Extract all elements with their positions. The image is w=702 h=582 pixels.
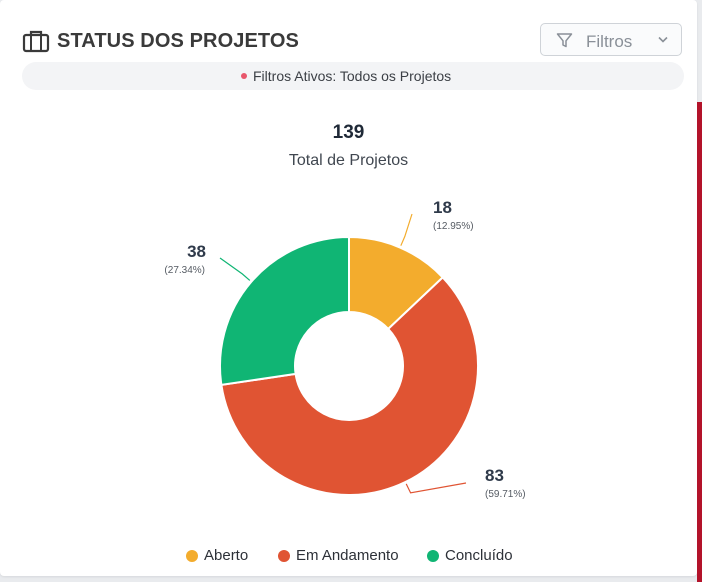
legend-label: Aberto bbox=[204, 547, 249, 564]
status-donut-chart: 18 (12.95%) 83 (59.71%) 38 (27.34%) bbox=[164, 198, 526, 500]
legend-swatch bbox=[186, 550, 198, 562]
donut-slice-concluido[interactable] bbox=[219, 235, 350, 387]
data-label-percent-aberto: (12.95%) bbox=[433, 221, 474, 232]
leader-line-aberto bbox=[400, 213, 413, 246]
leader-line-concluido bbox=[219, 257, 251, 281]
chevron-down-icon bbox=[658, 36, 668, 43]
filter-icon bbox=[556, 33, 573, 48]
data-label-value-em-andamento: 83 bbox=[485, 466, 504, 485]
legend-label: Concluído bbox=[445, 547, 513, 564]
filters-label: Filtros bbox=[586, 32, 633, 51]
legend-label: Em Andamento bbox=[296, 547, 399, 564]
briefcase-icon bbox=[22, 30, 50, 53]
active-filters-bar: Filtros Ativos: Todos os Projetos bbox=[22, 62, 684, 90]
total-projects-value: 139 bbox=[332, 122, 365, 143]
legend-swatch bbox=[427, 550, 439, 562]
leader-line-em-andamento bbox=[405, 482, 467, 494]
donut-slice-em-andamento[interactable] bbox=[220, 275, 479, 496]
card-title: STATUS DOS PROJETOS bbox=[57, 30, 299, 52]
total-projects-label: Total de Projetos bbox=[288, 152, 409, 169]
data-label-percent-em-andamento: (59.71%) bbox=[485, 489, 526, 500]
active-filters-text: Filtros Ativos: Todos os Projetos bbox=[253, 68, 452, 84]
data-label-percent-concluido: (27.34%) bbox=[164, 265, 205, 276]
filters-dropdown-button[interactable]: Filtros bbox=[540, 23, 682, 56]
data-label-value-concluido: 38 bbox=[187, 242, 206, 261]
chart-legend: Aberto Em Andamento Concluído bbox=[0, 546, 697, 566]
active-filter-dot bbox=[241, 73, 247, 79]
legend-swatch bbox=[278, 550, 290, 562]
adjacent-panel-edge bbox=[697, 102, 702, 582]
card-header: STATUS DOS PROJETOS bbox=[22, 26, 682, 58]
data-label-value-aberto: 18 bbox=[433, 198, 452, 217]
